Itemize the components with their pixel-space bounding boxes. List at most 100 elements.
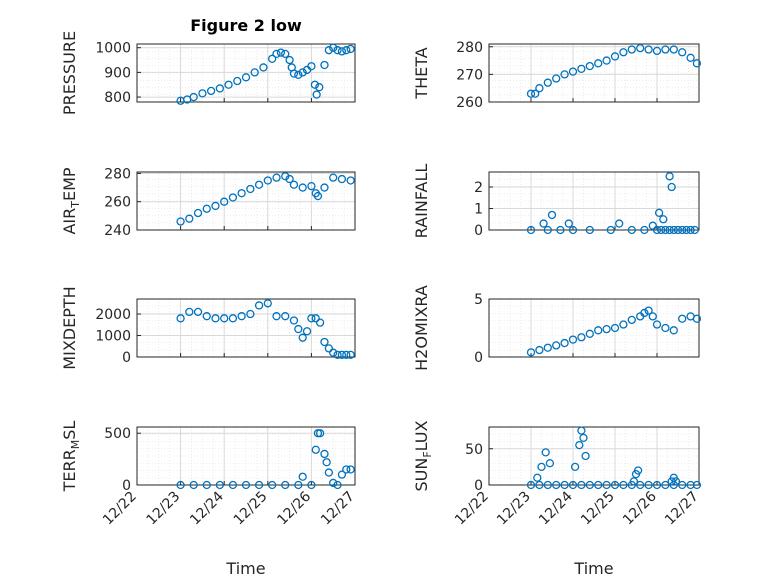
x-tick-label: 12/25 <box>231 489 271 529</box>
data-point <box>585 61 594 71</box>
y-tick-label: 2 <box>474 180 483 196</box>
data-point <box>237 312 246 321</box>
data-point <box>535 345 544 355</box>
data-point <box>312 90 321 99</box>
data-point <box>552 480 561 490</box>
data-point <box>678 314 687 323</box>
data-point <box>202 204 211 213</box>
data-point <box>228 314 238 323</box>
data-point <box>686 225 695 235</box>
data-point <box>652 225 662 235</box>
data-point <box>193 208 203 218</box>
data-point <box>575 440 584 450</box>
data-point <box>211 314 220 323</box>
series-markers <box>176 299 355 360</box>
data-point <box>263 299 272 308</box>
data-point <box>661 323 670 333</box>
data-point <box>333 480 342 490</box>
y-tick-label: 270 <box>456 67 483 83</box>
data-point <box>215 84 224 93</box>
data-point <box>594 480 603 490</box>
series-markers <box>526 426 702 490</box>
y-axis-label: SUNFLUX <box>412 420 434 491</box>
data-point <box>619 48 628 57</box>
data-point <box>281 480 290 490</box>
data-point <box>289 69 299 78</box>
data-point <box>606 225 615 235</box>
data-point <box>324 46 333 55</box>
data-point <box>627 45 636 54</box>
data-point <box>686 53 695 62</box>
data-point <box>543 343 552 352</box>
series-markers <box>526 43 702 98</box>
data-point <box>329 43 338 52</box>
series-markers <box>176 43 355 105</box>
data-point <box>531 89 540 98</box>
data-point <box>692 314 702 323</box>
x-tick-label: 12/24 <box>187 488 227 528</box>
data-point <box>537 462 546 472</box>
data-point <box>311 445 320 454</box>
data-point <box>541 448 550 457</box>
data-point <box>526 225 536 235</box>
data-point <box>581 451 590 461</box>
data-point <box>176 217 185 226</box>
axes-box <box>136 43 356 103</box>
data-point <box>661 225 670 235</box>
y-tick-label: 0 <box>474 223 483 239</box>
data-point <box>552 74 561 83</box>
data-point <box>307 314 316 323</box>
data-point <box>320 337 329 347</box>
data-point <box>176 480 185 490</box>
data-point <box>654 208 664 217</box>
chart-air_temp: 240 260 280 AIRTEMP <box>60 166 356 239</box>
data-point <box>189 92 198 102</box>
data-point <box>652 46 662 56</box>
data-point <box>342 46 351 55</box>
data-point <box>690 225 699 235</box>
chart-h2omixra: 0 5 H2OMIXRA <box>412 285 702 371</box>
data-point <box>333 46 342 55</box>
chart-sun_flux: 0 50 12/22 12/23 12/24 12/25 12/26 12/27 Time SUN… <box>412 420 702 578</box>
data-point <box>346 44 355 54</box>
data-point <box>324 344 333 353</box>
axes-box <box>488 298 700 358</box>
y-axis-label: MIXDEPTH <box>60 286 79 369</box>
x-axis-label: Time <box>225 559 265 578</box>
data-point <box>533 473 542 482</box>
data-point <box>678 480 687 490</box>
y-tick-label: 260 <box>104 195 131 211</box>
y-tick-label: 500 <box>104 426 131 442</box>
data-point <box>556 225 565 235</box>
data-point <box>539 219 548 228</box>
data-point <box>228 480 238 490</box>
data-point <box>215 480 224 490</box>
data-point <box>667 182 676 192</box>
data-point <box>285 174 294 184</box>
y-tick-label: 5 <box>474 292 483 308</box>
data-point <box>315 429 325 438</box>
data-point <box>543 78 552 87</box>
data-point <box>337 350 347 360</box>
series-markers <box>176 429 355 490</box>
y-tick-label: 0 <box>122 478 131 494</box>
data-point <box>346 176 355 185</box>
data-point <box>526 348 536 357</box>
y-tick-label: 1000 <box>95 41 131 57</box>
data-point <box>602 56 611 65</box>
data-point <box>682 225 691 235</box>
data-point <box>564 219 573 228</box>
data-point <box>577 64 586 74</box>
data-point <box>535 84 544 93</box>
chart-rainfall: 0 1 2 RAINFALL <box>412 164 700 239</box>
data-point <box>307 480 316 490</box>
x-axis-label: Time <box>573 559 613 578</box>
data-point <box>671 477 681 486</box>
chart-theta: 260 270 280 THETA <box>412 40 702 111</box>
x-tick-label: 12/22 <box>100 489 140 529</box>
data-point <box>526 89 536 98</box>
data-point <box>281 49 290 59</box>
data-point <box>189 480 198 490</box>
data-point <box>543 225 552 235</box>
data-point <box>661 45 670 54</box>
